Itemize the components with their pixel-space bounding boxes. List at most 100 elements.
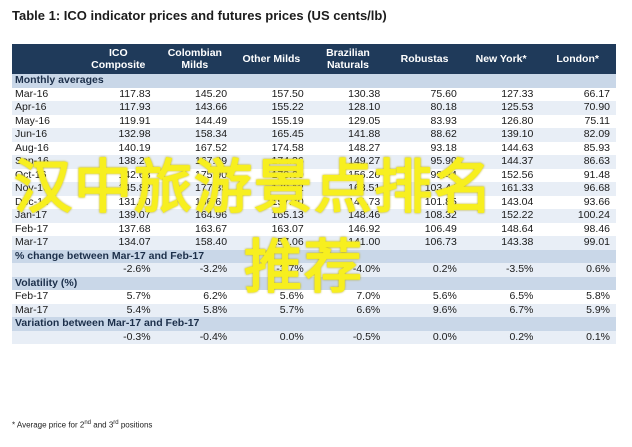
table-cell: 132.98 — [80, 128, 157, 142]
table-cell: 175.90 — [195, 168, 228, 181]
section-row: % change between Mar-17 and Feb-17 — [12, 249, 616, 263]
col-header: Colombian Milds — [156, 44, 234, 74]
table-cell: 119.91 — [119, 114, 151, 127]
table-cell: 70.90 — [539, 101, 616, 115]
table-cell: 88.62 — [386, 128, 463, 142]
table-cell: 178.09 — [271, 168, 304, 181]
table-cell: 145.82 — [80, 182, 157, 196]
row-label: Dec-16 — [15, 195, 49, 208]
table-cell: 148.46 — [309, 209, 387, 223]
table-cell: -0.5% — [309, 330, 387, 344]
section-row: Volatility (%) — [12, 276, 616, 290]
table-row: Sep-16 138.24 167.99 174.36 149.27 95.90 144.3… — [12, 155, 616, 169]
table-cell: 164.96 — [156, 209, 234, 223]
table-cell: 161.33 — [462, 182, 540, 196]
table-cell: 0.6% — [539, 263, 616, 277]
table-cell: 141.00 — [309, 236, 387, 250]
table-cell: -3.7% — [233, 263, 310, 277]
table-cell: -0.3% — [80, 330, 157, 344]
row-label: May-16 — [15, 114, 51, 127]
row-label: Mar-17 — [12, 303, 80, 317]
header-row: ICO Composite Colombian Milds Other Mild… — [12, 44, 616, 74]
table-cell: 178.12 — [233, 182, 310, 196]
table-cell: 174.36 — [233, 155, 310, 169]
table-cell: 5.7% — [233, 303, 310, 317]
table-row: Mar-16 117.83 145.20 157.50 130.38 75.60 127.3… — [12, 88, 616, 102]
table-cell: 0.0% — [233, 330, 310, 344]
table-cell: 5.7% — [126, 290, 151, 303]
table-cell: 131.70 — [118, 195, 151, 208]
corner-cell — [12, 44, 80, 74]
table-cell: -3.2% — [156, 263, 234, 277]
table-cell: 0.1% — [539, 330, 616, 344]
table-cell: 155.22 — [233, 101, 310, 115]
table-cell: 66.17 — [583, 87, 610, 100]
table-cell: -2.6% — [80, 263, 157, 277]
table-cell: 139.10 — [462, 128, 540, 142]
table-cell: 141.73 — [348, 195, 381, 208]
table-cell: 142.68 — [118, 168, 151, 181]
table-row: Mar-17 134.07 158.40 157.06 141.00 106.73 143.… — [12, 236, 616, 250]
table-cell: 6.6% — [309, 303, 387, 317]
table-cell: 0.2% — [462, 330, 540, 344]
table-row: Dec-16 131.70 156.64 157.70 141.73 101.85 143.… — [12, 196, 616, 210]
col-header: London* — [539, 44, 616, 74]
table-cell: 125.53 — [462, 101, 540, 115]
table-cell: -0.4% — [156, 330, 234, 344]
table-cell: 158.34 — [156, 128, 234, 142]
col-header: ICO Composite — [80, 44, 157, 74]
table-cell: 163.67 — [195, 222, 228, 235]
table-cell: 156.26 — [348, 168, 381, 181]
col-header: Brazilian Naturals — [309, 44, 387, 74]
row-label — [12, 263, 80, 277]
table-row: -2.6% -3.2% -3.7% -4.0% 0.2% -3.5% 0.6% — [12, 263, 616, 277]
table-cell: 152.56 — [501, 168, 534, 181]
table-cell: 9.6% — [386, 303, 463, 317]
table-cell: 5.4% — [80, 303, 157, 317]
table-row: Nov-16 145.82 177.85 178.12 163.51 103.44 161.… — [12, 182, 616, 196]
table-cell: 75.11 — [584, 114, 611, 127]
table-cell: 143.66 — [156, 101, 234, 115]
section-row: Variation between Mar-17 and Feb-17 — [12, 317, 616, 331]
table-cell: 6.2% — [203, 290, 228, 303]
table-row: Feb-17 5.7% 6.2% 5.6% 7.0% 5.6% 6.5% 5.8% — [12, 290, 616, 304]
table-cell: 126.80 — [501, 114, 534, 127]
row-label: Feb-17 — [15, 290, 49, 303]
table-cell: 5.6% — [432, 290, 457, 303]
footnote-sup: nd — [84, 420, 92, 426]
table-cell: 144.63 — [501, 141, 534, 154]
row-label: Jun-16 — [12, 128, 80, 142]
table-row: Oct-16 142.68 175.90 178.09 156.26 99.44 152.5… — [12, 169, 616, 183]
row-label: Oct-16 — [15, 168, 47, 181]
table-cell: 149.27 — [309, 155, 387, 169]
table-cell: 106.49 — [424, 222, 457, 235]
table-cell: 129.05 — [348, 114, 381, 127]
table-cell: 91.48 — [583, 168, 610, 181]
row-label: Jan-17 — [12, 209, 80, 223]
row-label: Apr-16 — [12, 101, 80, 115]
table-cell: 152.22 — [462, 209, 540, 223]
section-label: Variation between Mar-17 and Feb-17 — [12, 317, 616, 331]
table-cell: 145.20 — [195, 87, 228, 100]
table-row: Apr-16 117.93 143.66 155.22 128.10 80.18 125.5… — [12, 101, 616, 115]
table-cell: 144.49 — [195, 114, 228, 127]
table-cell: 99.01 — [539, 236, 616, 250]
table-cell: 100.24 — [539, 209, 616, 223]
table-cell: 155.19 — [271, 114, 304, 127]
section-row: Monthly averages — [12, 74, 616, 88]
row-label: Sep-16 — [12, 155, 80, 169]
table-cell: 143.38 — [462, 236, 540, 250]
table-cell: 5.6% — [279, 290, 304, 303]
table-title: Table 1: ICO indicator prices and future… — [12, 8, 387, 23]
table-cell: 165.45 — [233, 128, 310, 142]
row-label — [12, 330, 80, 344]
table-body: Monthly averages Mar-16 117.83 145.20 157.5… — [12, 74, 616, 344]
table-cell: 96.68 — [539, 182, 616, 196]
table-cell: 134.07 — [80, 236, 157, 250]
table-row: Aug-16 140.19 167.52 174.58 148.27 93.18 144.6… — [12, 142, 616, 156]
table-row: -0.3% -0.4% 0.0% -0.5% 0.0% 0.2% 0.1% — [12, 330, 616, 344]
table-cell: 167.52 — [195, 141, 228, 154]
table-cell: 148.27 — [348, 141, 381, 154]
section-label: Volatility (%) — [12, 276, 616, 290]
table-cell: 139.07 — [80, 209, 157, 223]
